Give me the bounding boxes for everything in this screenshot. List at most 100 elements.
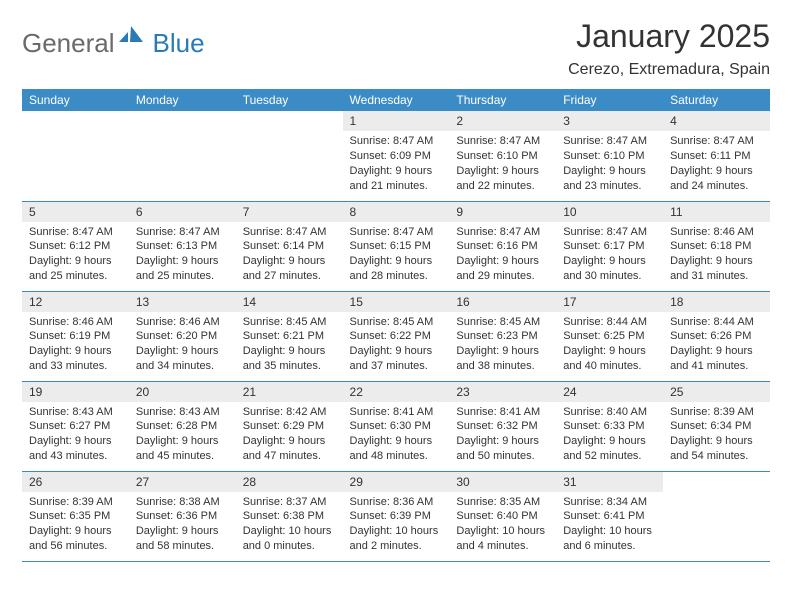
day-details: Sunrise: 8:47 AMSunset: 6:17 PMDaylight:… [556,222,663,288]
day-details: Sunrise: 8:47 AMSunset: 6:10 PMDaylight:… [556,131,663,197]
sunrise-text: Sunrise: 8:47 AM [563,134,656,149]
header: General Blue January 2025 Cerezo, Extrem… [22,18,770,79]
day-details: Sunrise: 8:47 AMSunset: 6:16 PMDaylight:… [449,222,556,288]
day-number: 10 [556,202,663,222]
day-number: 9 [449,202,556,222]
calendar-day-cell: 31Sunrise: 8:34 AMSunset: 6:41 PMDayligh… [556,471,663,561]
calendar-day-cell: 17Sunrise: 8:44 AMSunset: 6:25 PMDayligh… [556,291,663,381]
sunrise-text: Sunrise: 8:45 AM [456,315,549,330]
daylight-text: Daylight: 9 hours and 41 minutes. [670,344,763,374]
day-number: 21 [236,382,343,402]
daylight-text: Daylight: 9 hours and 43 minutes. [29,434,122,464]
calendar-week-row: 19Sunrise: 8:43 AMSunset: 6:27 PMDayligh… [22,381,770,471]
sunset-text: Sunset: 6:10 PM [563,149,656,164]
weekday-header: Friday [556,89,663,111]
day-details: Sunrise: 8:41 AMSunset: 6:32 PMDaylight:… [449,402,556,468]
weekday-header: Wednesday [343,89,450,111]
sunrise-text: Sunrise: 8:46 AM [136,315,229,330]
calendar-day-cell: 8Sunrise: 8:47 AMSunset: 6:15 PMDaylight… [343,201,450,291]
day-number: 4 [663,111,770,131]
sunset-text: Sunset: 6:11 PM [670,149,763,164]
calendar-day-cell: 29Sunrise: 8:36 AMSunset: 6:39 PMDayligh… [343,471,450,561]
sunrise-text: Sunrise: 8:47 AM [243,225,336,240]
day-details: Sunrise: 8:41 AMSunset: 6:30 PMDaylight:… [343,402,450,468]
calendar-day-cell: 4Sunrise: 8:47 AMSunset: 6:11 PMDaylight… [663,111,770,201]
day-number [236,111,343,117]
day-details: Sunrise: 8:47 AMSunset: 6:09 PMDaylight:… [343,131,450,197]
calendar-day-cell: 5Sunrise: 8:47 AMSunset: 6:12 PMDaylight… [22,201,129,291]
calendar-week-row: 1Sunrise: 8:47 AMSunset: 6:09 PMDaylight… [22,111,770,201]
sunrise-text: Sunrise: 8:38 AM [136,495,229,510]
weekday-header: Tuesday [236,89,343,111]
daylight-text: Daylight: 9 hours and 38 minutes. [456,344,549,374]
sunrise-text: Sunrise: 8:40 AM [563,405,656,420]
day-number: 20 [129,382,236,402]
day-details: Sunrise: 8:39 AMSunset: 6:35 PMDaylight:… [22,492,129,558]
sunset-text: Sunset: 6:39 PM [350,509,443,524]
sunset-text: Sunset: 6:17 PM [563,239,656,254]
day-details: Sunrise: 8:45 AMSunset: 6:22 PMDaylight:… [343,312,450,378]
day-details: Sunrise: 8:46 AMSunset: 6:18 PMDaylight:… [663,222,770,288]
calendar-day-cell: 7Sunrise: 8:47 AMSunset: 6:14 PMDaylight… [236,201,343,291]
sunset-text: Sunset: 6:20 PM [136,329,229,344]
sunrise-text: Sunrise: 8:45 AM [350,315,443,330]
calendar-day-cell: 14Sunrise: 8:45 AMSunset: 6:21 PMDayligh… [236,291,343,381]
calendar-day-cell: 24Sunrise: 8:40 AMSunset: 6:33 PMDayligh… [556,381,663,471]
calendar-day-cell: 18Sunrise: 8:44 AMSunset: 6:26 PMDayligh… [663,291,770,381]
day-details: Sunrise: 8:47 AMSunset: 6:14 PMDaylight:… [236,222,343,288]
day-number [663,472,770,478]
sunrise-text: Sunrise: 8:35 AM [456,495,549,510]
sunset-text: Sunset: 6:18 PM [670,239,763,254]
day-number: 19 [22,382,129,402]
sunrise-text: Sunrise: 8:45 AM [243,315,336,330]
day-number: 16 [449,292,556,312]
sunrise-text: Sunrise: 8:47 AM [350,225,443,240]
sunset-text: Sunset: 6:22 PM [350,329,443,344]
day-details: Sunrise: 8:43 AMSunset: 6:27 PMDaylight:… [22,402,129,468]
calendar-day-cell [236,111,343,201]
sunset-text: Sunset: 6:27 PM [29,419,122,434]
sunset-text: Sunset: 6:36 PM [136,509,229,524]
daylight-text: Daylight: 9 hours and 29 minutes. [456,254,549,284]
day-number: 6 [129,202,236,222]
daylight-text: Daylight: 10 hours and 4 minutes. [456,524,549,554]
sunrise-text: Sunrise: 8:37 AM [243,495,336,510]
sunset-text: Sunset: 6:19 PM [29,329,122,344]
sunrise-text: Sunrise: 8:47 AM [29,225,122,240]
sunset-text: Sunset: 6:32 PM [456,419,549,434]
daylight-text: Daylight: 9 hours and 58 minutes. [136,524,229,554]
sunset-text: Sunset: 6:25 PM [563,329,656,344]
day-details: Sunrise: 8:38 AMSunset: 6:36 PMDaylight:… [129,492,236,558]
calendar-day-cell: 15Sunrise: 8:45 AMSunset: 6:22 PMDayligh… [343,291,450,381]
sunrise-text: Sunrise: 8:36 AM [350,495,443,510]
logo-text-general: General [22,28,115,59]
day-details: Sunrise: 8:34 AMSunset: 6:41 PMDaylight:… [556,492,663,558]
sunset-text: Sunset: 6:09 PM [350,149,443,164]
day-number: 27 [129,472,236,492]
daylight-text: Daylight: 9 hours and 47 minutes. [243,434,336,464]
sunset-text: Sunset: 6:30 PM [350,419,443,434]
daylight-text: Daylight: 9 hours and 56 minutes. [29,524,122,554]
day-details: Sunrise: 8:42 AMSunset: 6:29 PMDaylight:… [236,402,343,468]
sunrise-text: Sunrise: 8:47 AM [136,225,229,240]
daylight-text: Daylight: 9 hours and 40 minutes. [563,344,656,374]
sunset-text: Sunset: 6:38 PM [243,509,336,524]
calendar-day-cell: 25Sunrise: 8:39 AMSunset: 6:34 PMDayligh… [663,381,770,471]
calendar-day-cell: 23Sunrise: 8:41 AMSunset: 6:32 PMDayligh… [449,381,556,471]
day-details: Sunrise: 8:46 AMSunset: 6:19 PMDaylight:… [22,312,129,378]
day-number: 26 [22,472,129,492]
calendar-day-cell: 12Sunrise: 8:46 AMSunset: 6:19 PMDayligh… [22,291,129,381]
day-number: 28 [236,472,343,492]
day-details: Sunrise: 8:47 AMSunset: 6:11 PMDaylight:… [663,131,770,197]
sunset-text: Sunset: 6:23 PM [456,329,549,344]
sunrise-text: Sunrise: 8:34 AM [563,495,656,510]
daylight-text: Daylight: 9 hours and 33 minutes. [29,344,122,374]
calendar-day-cell: 1Sunrise: 8:47 AMSunset: 6:09 PMDaylight… [343,111,450,201]
day-number: 17 [556,292,663,312]
day-number [129,111,236,117]
calendar-day-cell [22,111,129,201]
day-number: 22 [343,382,450,402]
day-details: Sunrise: 8:44 AMSunset: 6:26 PMDaylight:… [663,312,770,378]
sunset-text: Sunset: 6:26 PM [670,329,763,344]
calendar-day-cell: 13Sunrise: 8:46 AMSunset: 6:20 PMDayligh… [129,291,236,381]
